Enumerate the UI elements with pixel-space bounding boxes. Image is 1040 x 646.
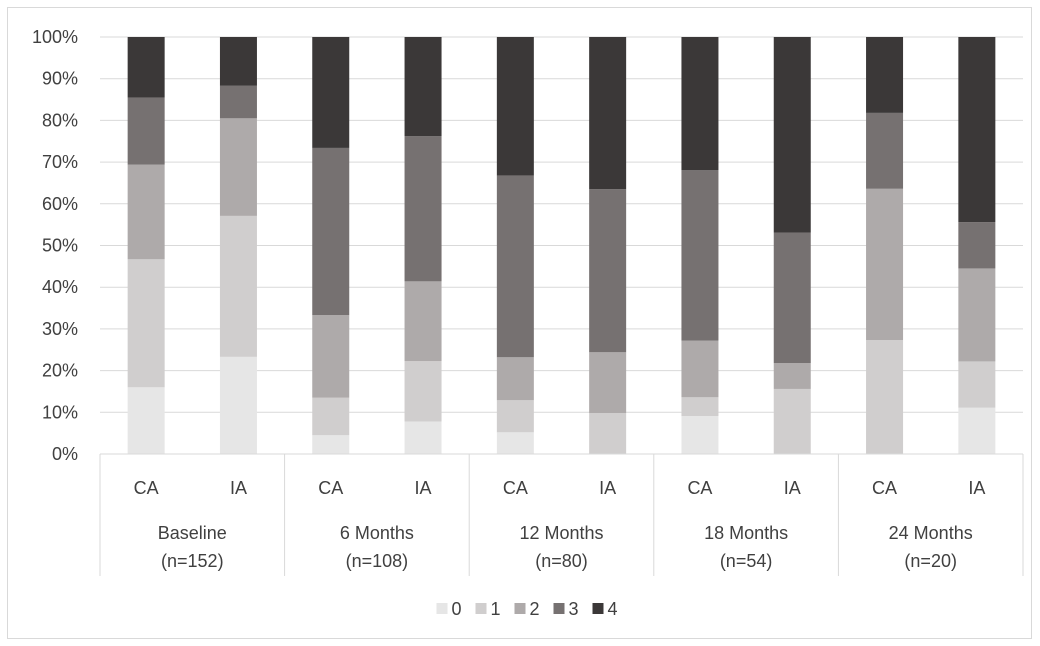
bar-segment xyxy=(127,259,165,388)
bar-segment xyxy=(219,37,257,86)
group-sample-size-label: (n=108) xyxy=(346,551,409,571)
y-tick-label: 10% xyxy=(42,402,78,422)
bar-segment xyxy=(589,413,627,454)
legend-swatch xyxy=(592,603,604,614)
bar-segment xyxy=(681,416,719,454)
bar-segment xyxy=(404,361,442,422)
bar-category-label: CA xyxy=(503,478,528,498)
legend-label: 0 xyxy=(452,599,462,619)
bar-segment xyxy=(866,112,904,189)
bar-category-label: CA xyxy=(134,478,159,498)
bar-category-label: CA xyxy=(872,478,897,498)
bar-segment xyxy=(496,400,534,433)
bar-segment xyxy=(496,432,534,454)
legend-swatch xyxy=(514,603,526,614)
legend-label: 2 xyxy=(530,599,540,619)
bar-segment xyxy=(589,37,627,190)
bar-category-label: CA xyxy=(318,478,343,498)
bar-segment xyxy=(681,37,719,171)
bar-segment xyxy=(773,363,811,389)
bar-segment xyxy=(589,189,627,353)
bar-category-label: IA xyxy=(230,478,247,498)
bar-segment xyxy=(958,37,996,223)
bar-segment xyxy=(219,85,257,119)
legend-swatch xyxy=(475,603,487,614)
bar-segment xyxy=(958,268,996,362)
bar-segment xyxy=(958,407,996,454)
bar-segment xyxy=(312,397,350,436)
bar-segment xyxy=(219,118,257,216)
bar-segment xyxy=(773,388,811,454)
bar-segment xyxy=(496,357,534,401)
bar-segment xyxy=(496,175,534,358)
group-label: 6 Months xyxy=(340,523,414,543)
y-tick-label: 70% xyxy=(42,152,78,172)
bar-segment xyxy=(127,387,165,454)
group-label: 24 Months xyxy=(889,523,973,543)
category-axis: CA IA Baseline (n=152) CA IA 6 Months (n=108) CA… xyxy=(99,453,1024,576)
bar-category-label: IA xyxy=(784,478,801,498)
bar-category-label: IA xyxy=(599,478,616,498)
bar-segment xyxy=(958,361,996,408)
legend-label: 1 xyxy=(491,599,501,619)
bar-segment xyxy=(773,232,811,364)
group-sample-size-label: (n=54) xyxy=(720,551,773,571)
bar-segment xyxy=(127,164,165,260)
legend-label: 3 xyxy=(569,599,579,619)
bar-segment xyxy=(866,37,904,113)
bar-segment xyxy=(496,37,534,176)
y-tick-label: 90% xyxy=(42,69,78,89)
legend-swatch xyxy=(436,603,448,614)
bar-segment xyxy=(404,37,442,137)
bar-segment xyxy=(681,170,719,341)
bar-segment xyxy=(866,340,904,454)
bar-segment xyxy=(773,37,811,233)
y-tick-label: 30% xyxy=(42,319,78,339)
y-tick-label: 0% xyxy=(52,444,78,464)
bars xyxy=(127,37,996,454)
group-label: 12 Months xyxy=(519,523,603,543)
legend: 0 1 2 3 4 xyxy=(436,599,618,619)
bar-category-label: IA xyxy=(968,478,985,498)
bar-segment xyxy=(312,147,350,316)
group-sample-size-label: (n=80) xyxy=(535,551,588,571)
y-axis-tick-labels: 0% 10% 20% 30% 40% 50% 60% 70% 80% 90% 100% xyxy=(32,27,78,464)
y-tick-label: 80% xyxy=(42,110,78,130)
bar-segment xyxy=(127,37,165,98)
bar-segment xyxy=(219,356,257,454)
y-tick-label: 50% xyxy=(42,236,78,256)
bar-segment xyxy=(404,136,442,282)
group-sample-size-label: (n=152) xyxy=(161,551,224,571)
bar-segment xyxy=(312,37,350,148)
bar-segment xyxy=(589,352,627,414)
group-sample-size-label: (n=20) xyxy=(904,551,957,571)
bar-segment xyxy=(219,215,257,357)
bar-segment xyxy=(312,435,350,454)
y-tick-label: 20% xyxy=(42,361,78,381)
bar-category-label: CA xyxy=(687,478,712,498)
group-label: 18 Months xyxy=(704,523,788,543)
bar-segment xyxy=(681,397,719,417)
y-tick-label: 40% xyxy=(42,277,78,297)
legend-label: 4 xyxy=(608,599,618,619)
bar-segment xyxy=(681,340,719,398)
bar-segment xyxy=(958,222,996,269)
bar-segment xyxy=(312,315,350,398)
y-tick-label: 100% xyxy=(32,27,78,47)
legend-swatch xyxy=(553,603,565,614)
y-tick-label: 60% xyxy=(42,194,78,214)
bar-segment xyxy=(404,281,442,362)
bar-segment xyxy=(404,421,442,454)
bar-segment xyxy=(866,188,904,341)
group-label: Baseline xyxy=(158,523,227,543)
bar-segment xyxy=(127,97,165,165)
bar-category-label: IA xyxy=(415,478,432,498)
